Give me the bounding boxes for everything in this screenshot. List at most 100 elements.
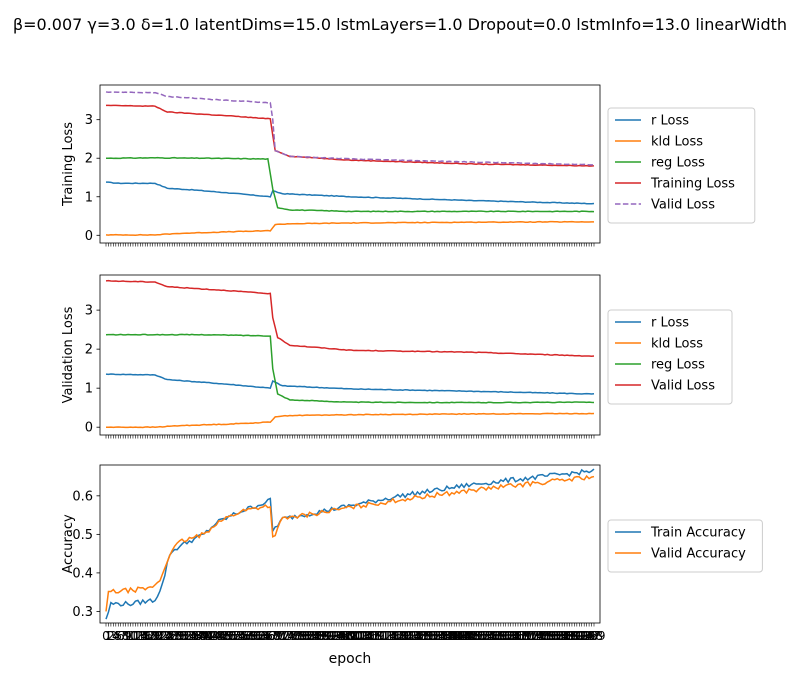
x-tick-label: 137 xyxy=(431,629,454,643)
x-tick-label: 124 xyxy=(399,629,422,643)
legend: r Loss kld Loss reg Loss Training Loss Valid… xyxy=(607,107,756,224)
x-tick-label: 0 xyxy=(102,629,110,643)
legend-label: Valid Loss xyxy=(651,198,715,213)
series-line-valid-loss xyxy=(105,279,595,357)
x-tick-label: 183 xyxy=(543,629,566,643)
x-tick-label: 109 xyxy=(362,629,385,643)
x-tick-label: 77 xyxy=(287,629,302,643)
x-tick-label: 122 xyxy=(394,629,417,643)
x-tick-label: 40 xyxy=(196,629,211,643)
x-tick-label: 173 xyxy=(519,629,542,643)
x-tick-label: 61 xyxy=(248,629,263,643)
x-tick-label: 38 xyxy=(192,629,207,643)
x-axis-label: epoch xyxy=(329,651,372,667)
x-tick-label: 140 xyxy=(438,629,461,643)
x-tick-label: 97 xyxy=(336,629,351,643)
x-tick-label: 116 xyxy=(379,629,402,643)
x-tick-label: 44 xyxy=(206,629,221,643)
x-tick-label: 69 xyxy=(268,629,283,643)
legend-box xyxy=(607,309,733,405)
x-tick-label: 176 xyxy=(526,629,549,643)
x-tick-label: 94 xyxy=(329,629,344,643)
series-line-train-accuracy xyxy=(105,468,595,620)
x-tick-label: 133 xyxy=(421,629,444,643)
x-tick-label: 184 xyxy=(546,629,569,643)
x-tick-label: 64 xyxy=(255,629,270,643)
x-tick-label: 175 xyxy=(524,629,547,643)
x-tick-label: 149 xyxy=(460,629,483,643)
y-tick-label: 0.5 xyxy=(72,528,93,543)
x-tick-label: 5 xyxy=(114,629,122,643)
x-tick-label: 12 xyxy=(128,629,143,643)
x-tick-label: 198 xyxy=(580,629,603,643)
x-tick-label: 166 xyxy=(502,629,525,643)
x-tick-label: 24 xyxy=(157,629,172,643)
x-tick-label: 135 xyxy=(426,629,449,643)
x-tick-label: 145 xyxy=(450,629,473,643)
y-tick-label: 2 xyxy=(85,152,93,167)
y-tick-label: 1 xyxy=(85,190,93,205)
x-tick-label: 62 xyxy=(250,629,265,643)
y-tick-label: 0 xyxy=(85,421,93,436)
x-tick-label: 90 xyxy=(319,629,334,643)
x-tick-label: 45 xyxy=(209,629,224,643)
x-tick-label: 132 xyxy=(418,629,441,643)
training-loss-panel: 0 1 2 3 Training Loss r Loss kld Loss reg Loss T… xyxy=(61,84,756,247)
y-axis-label: Validation Loss xyxy=(61,306,76,403)
x-tick-label: 159 xyxy=(484,629,507,643)
x-tick-label: 26 xyxy=(162,629,177,643)
legend-label: reg Loss xyxy=(651,358,705,373)
x-tick-label: 92 xyxy=(324,629,339,643)
x-tick-label: 28 xyxy=(167,629,182,643)
x-tick-label: 8 xyxy=(122,629,130,643)
x-tick-label: 91 xyxy=(322,629,337,643)
x-tick-label: 89 xyxy=(317,629,332,643)
x-tick-label: 130 xyxy=(413,629,436,643)
axes-frame xyxy=(99,274,601,436)
axes-frame xyxy=(99,464,601,624)
x-tick-label: 177 xyxy=(529,629,552,643)
legend-box xyxy=(607,107,756,224)
x-tick-label: 96 xyxy=(334,629,349,643)
x-tick-label: 70 xyxy=(270,629,285,643)
x-tick-label: 110 xyxy=(364,629,387,643)
x-tick-label: 187 xyxy=(553,629,576,643)
x-tick-label: 152 xyxy=(467,629,490,643)
x-tick-label: 39 xyxy=(194,629,209,643)
x-tick-label: 121 xyxy=(391,629,414,643)
x-tick-label: 63 xyxy=(253,629,268,643)
x-tick-label: 95 xyxy=(331,629,346,643)
x-tick-label: 101 xyxy=(342,629,365,643)
x-tick-label: 18 xyxy=(143,629,158,643)
x-tick-label: 100 xyxy=(340,629,363,643)
x-tick-label: 19 xyxy=(145,629,160,643)
x-tick-label: 68 xyxy=(265,629,280,643)
x-tick-label: 164 xyxy=(497,629,520,643)
x-tick-label: 55 xyxy=(233,629,248,643)
x-tick-label: 168 xyxy=(507,629,530,643)
x-tick-label: 157 xyxy=(480,629,503,643)
x-tick-label: 46 xyxy=(211,629,226,643)
x-tick-label: 59 xyxy=(243,629,258,643)
x-tick-label: 27 xyxy=(165,629,180,643)
x-tick-label: 131 xyxy=(416,629,439,643)
x-tick-label: 144 xyxy=(448,629,471,643)
x-tick-label: 188 xyxy=(556,629,579,643)
x-tick-label: 49 xyxy=(219,629,234,643)
legend-label: Train Accuracy xyxy=(650,526,746,541)
x-tick-label: 153 xyxy=(470,629,493,643)
series-line-r-loss xyxy=(105,181,595,205)
x-tick-label: 93 xyxy=(326,629,341,643)
x-tick-label: 185 xyxy=(548,629,571,643)
x-tick-label: 160 xyxy=(487,629,510,643)
x-tick-label: 43 xyxy=(204,629,219,643)
x-tick-label: 9 xyxy=(124,629,132,643)
x-tick-label: 22 xyxy=(152,629,167,643)
x-tick-label: 117 xyxy=(381,629,404,643)
series-line-kld-loss xyxy=(105,220,595,236)
x-tick-label: 139 xyxy=(435,629,458,643)
x-tick-label: 141 xyxy=(440,629,463,643)
x-tick-label: 108 xyxy=(359,629,382,643)
x-tick-label: 1 xyxy=(105,629,113,643)
x-tick-label: 75 xyxy=(282,629,297,643)
